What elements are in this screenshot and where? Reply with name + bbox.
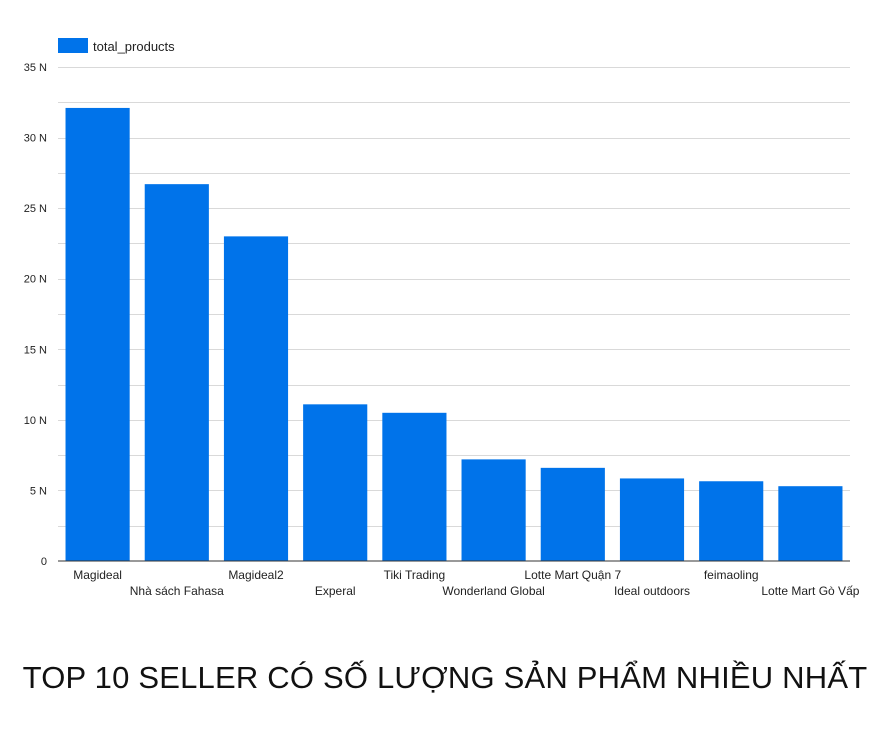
- legend-label: total_products: [93, 39, 175, 54]
- y-tick-label: 10 N: [24, 415, 47, 427]
- x-tick-label: Nhà sách Fahasa: [130, 584, 224, 598]
- x-tick-label: Ideal outdoors: [614, 584, 690, 598]
- x-tick-label: Tiki Trading: [384, 568, 446, 582]
- y-tick-label: 20 N: [24, 274, 47, 286]
- bar: [382, 412, 447, 561]
- bar: [778, 486, 843, 561]
- legend: total_products: [58, 38, 175, 54]
- bar: [461, 459, 526, 561]
- y-tick-label: 25 N: [24, 203, 47, 215]
- bar: [223, 236, 289, 561]
- x-tick-label: Magideal2: [228, 568, 284, 582]
- y-tick-label: 35 N: [24, 62, 47, 74]
- bar: [619, 478, 685, 561]
- bar: [540, 467, 605, 561]
- x-tick-label: Wonderland Global: [442, 584, 545, 598]
- x-tick-label: Lotte Mart Quận 7: [524, 568, 621, 582]
- chart-title: TOP 10 SELLER CÓ SỐ LƯỢNG SẢN PHẨM NHIỀU…: [22, 660, 868, 695]
- x-tick-label: Magideal: [73, 568, 122, 582]
- bar: [65, 107, 130, 561]
- bar: [144, 184, 209, 562]
- y-tick-label: 0: [41, 556, 47, 568]
- x-tick-label: feimaoling: [704, 568, 759, 582]
- y-axis-ticks: 0 5 N 10 N 15 N 20 N 25 N 30 N 35 N: [24, 62, 47, 568]
- y-tick-label: 5 N: [30, 485, 47, 497]
- legend-swatch: [58, 38, 88, 53]
- x-axis-labels: Magideal Nhà sách Fahasa Magideal2 Experal T…: [73, 568, 859, 598]
- bar: [699, 481, 764, 561]
- bar: [303, 404, 368, 561]
- x-tick-label: Lotte Mart Gò Vấp: [761, 584, 859, 598]
- y-tick-label: 30 N: [24, 133, 47, 145]
- x-tick-label: Experal: [315, 584, 356, 598]
- bars: [65, 107, 843, 562]
- y-tick-label: 15 N: [24, 344, 47, 356]
